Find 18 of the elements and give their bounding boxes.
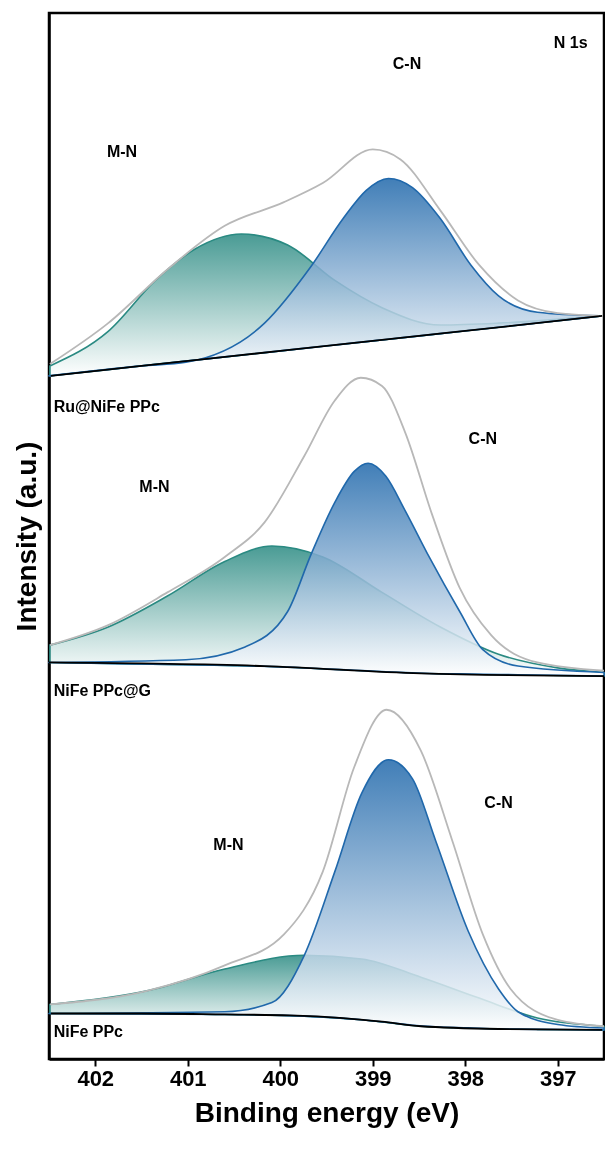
x-tick-label: 402 — [77, 1065, 115, 1091]
x-tick-label: 401 — [169, 1065, 207, 1091]
x-tick-label: 398 — [447, 1065, 485, 1091]
annotation: M-N — [213, 836, 244, 854]
x-tick-label: 399 — [354, 1065, 392, 1091]
annotation: C-N — [484, 793, 513, 811]
x-tick-label: 397 — [539, 1065, 577, 1091]
annotation: NiFe PPc — [53, 1022, 124, 1040]
annotation: NiFe PPc@G — [53, 681, 152, 699]
annotation: Ru@NiFe PPc — [53, 397, 161, 415]
annotation: C-N — [468, 429, 498, 447]
y-axis-title: Intensity (a.u.) — [10, 441, 42, 632]
text: C-N — [392, 54, 422, 72]
annotation: M-N — [106, 143, 138, 161]
annotation: M-N — [139, 477, 170, 495]
x-axis-title: Binding energy (eV) — [194, 1096, 460, 1128]
text: N 1s — [553, 34, 588, 52]
x-tick-label: 400 — [262, 1065, 300, 1091]
